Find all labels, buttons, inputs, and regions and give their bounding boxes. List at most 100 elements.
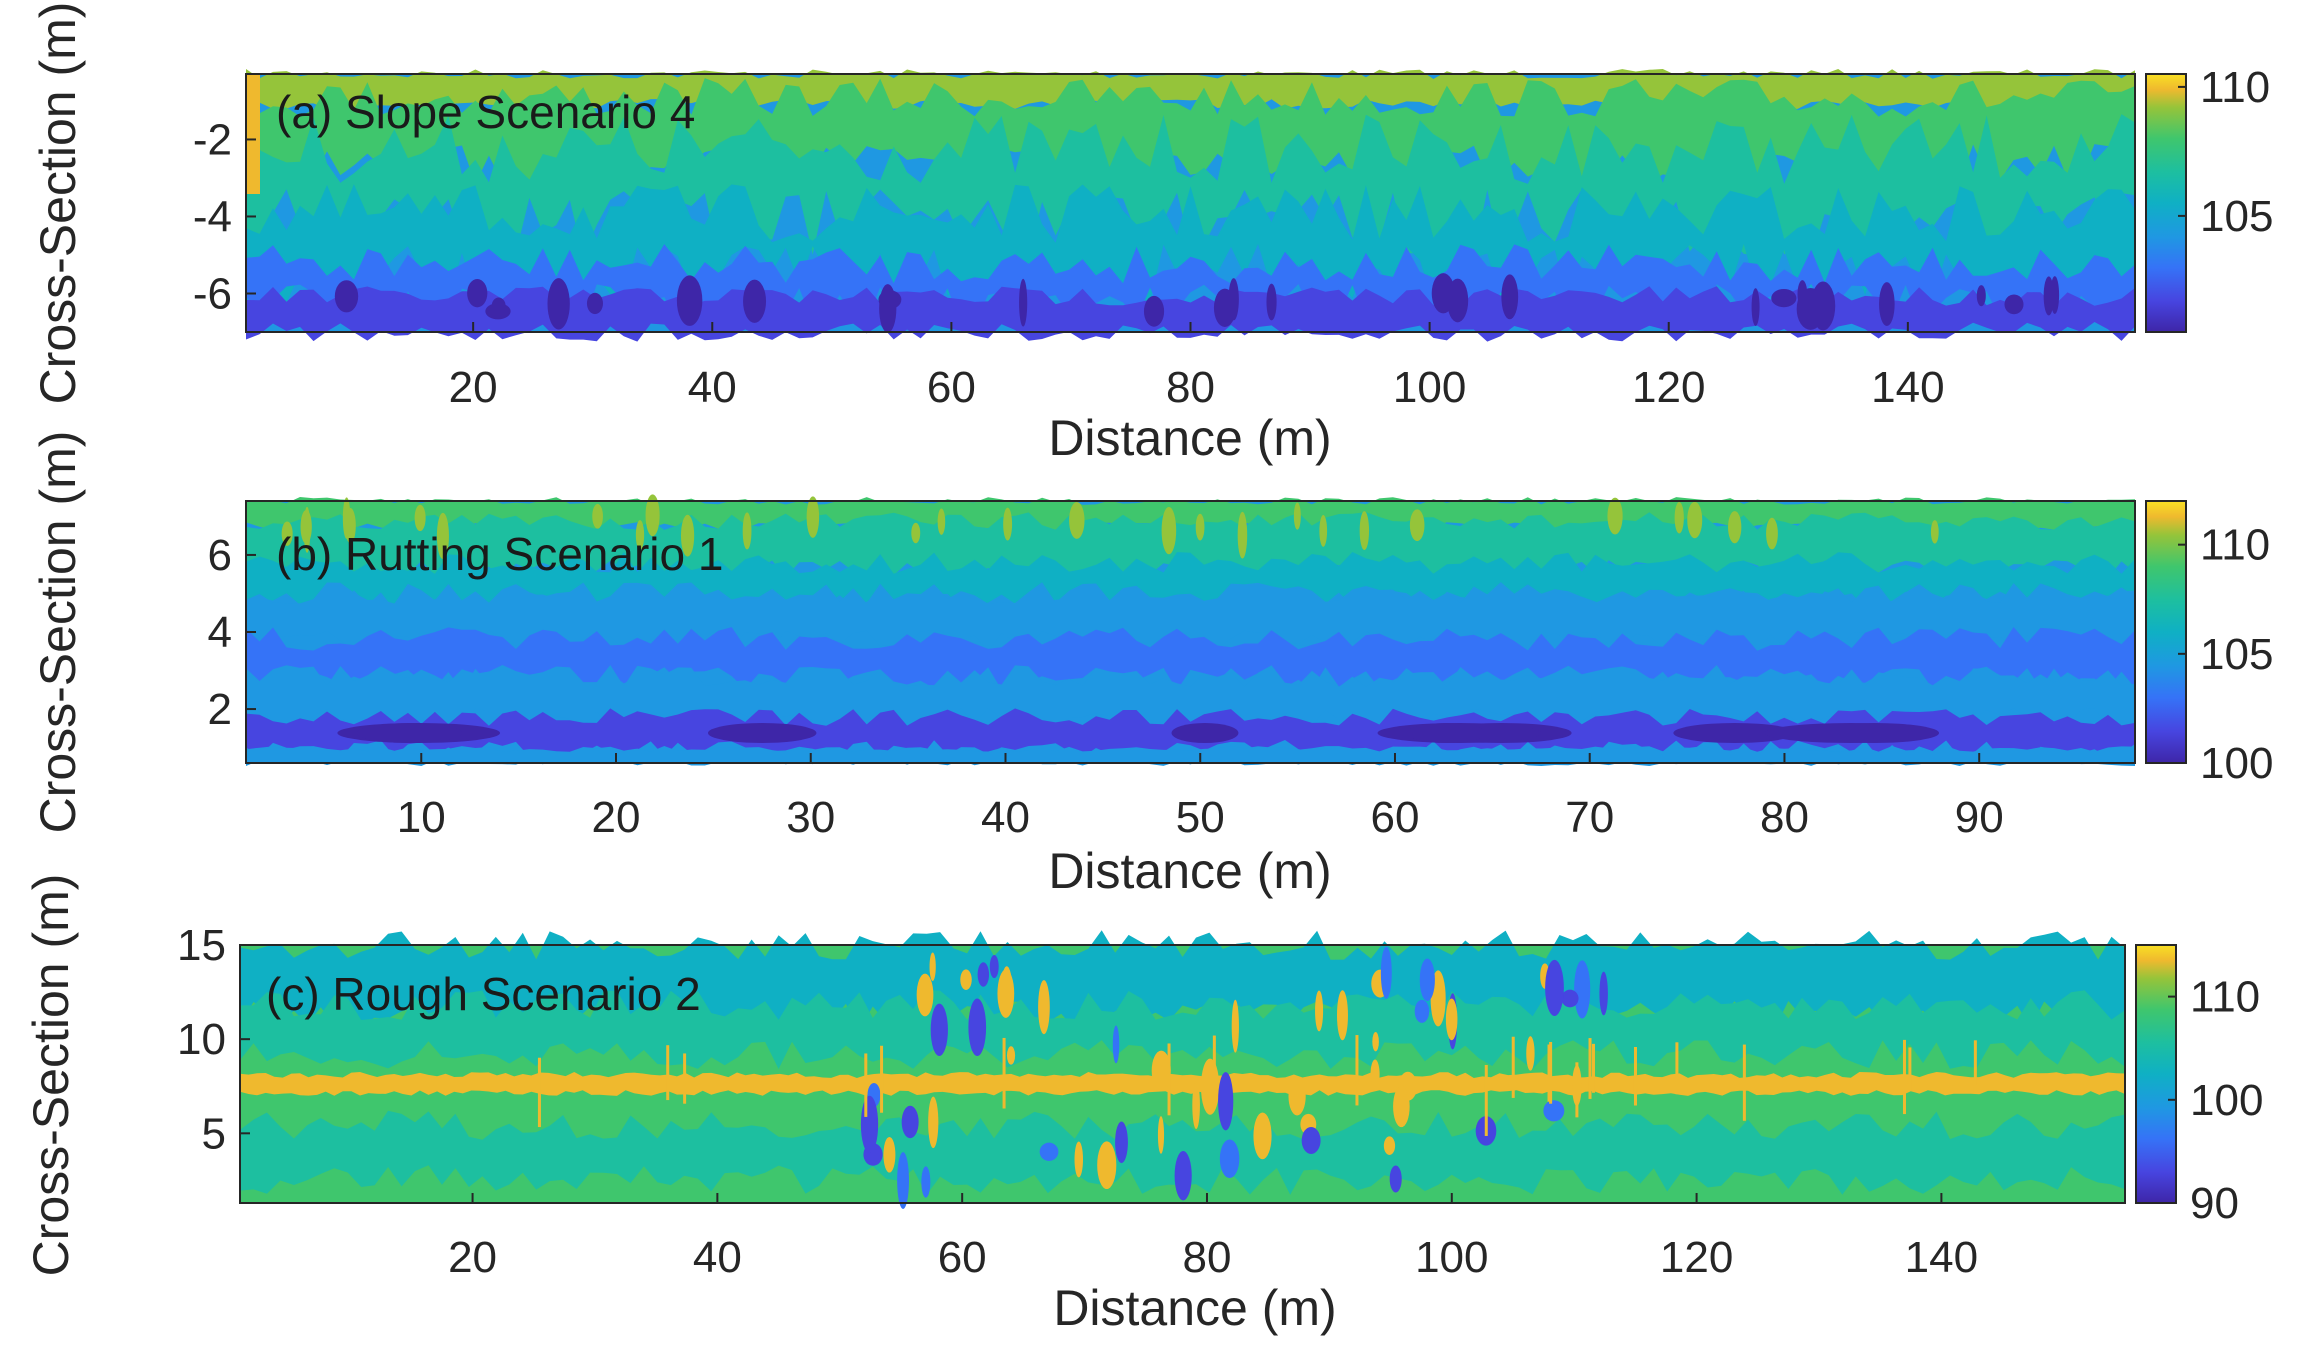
panel-b-x-ticks: 10 20 30 40 50 60 70 80 90 — [397, 753, 2004, 842]
y-tick-label: 2 — [208, 685, 232, 734]
yellow-streak — [281, 521, 293, 546]
vertical-spike — [864, 1053, 868, 1117]
panel-b-bands — [246, 494, 2135, 766]
panel-b-colorbar: 100 105 110 — [2145, 500, 2273, 788]
rough-patch — [968, 998, 987, 1057]
rough-patch — [1389, 1165, 1402, 1193]
colorbar-tick-label: 105 — [2200, 192, 2273, 241]
colorbar-tick-label: 110 — [2200, 521, 2270, 570]
panel-a-colorbar-ticks: 105 110 — [2178, 63, 2273, 241]
rough-patch — [1574, 960, 1591, 1019]
x-tick-label: 10 — [397, 793, 446, 842]
dark-spot — [1228, 278, 1239, 321]
rough-patch — [1393, 1085, 1410, 1128]
rut-dark-patch — [356, 723, 463, 743]
yellow-streak — [1766, 517, 1778, 550]
vertical-spike — [1591, 1043, 1595, 1093]
x-tick-label: 120 — [1632, 363, 1705, 412]
dark-spot — [1266, 283, 1277, 321]
yellow-streak — [1161, 506, 1177, 555]
band-bottom — [246, 746, 2135, 766]
rough-patch — [1372, 1032, 1379, 1052]
rough-patch — [960, 969, 972, 990]
yellow-streak — [436, 512, 449, 560]
panel-a-y-ticks: -6 -4 -2 — [193, 115, 256, 318]
x-tick-label: 60 — [927, 363, 976, 412]
panel-a-ylabel-line1: Cross-Section (m) — [30, 2, 86, 405]
yellow-streak — [342, 497, 351, 539]
yellow-streak — [1728, 511, 1742, 544]
dark-spot — [1751, 288, 1760, 326]
rough-patch — [1370, 1059, 1380, 1090]
vertical-spike — [537, 1057, 541, 1128]
rough-patch — [1157, 1116, 1165, 1154]
panel-b-title: (b) Rutting Scenario 1 — [276, 528, 723, 580]
yellow-streak — [1607, 497, 1623, 535]
dark-spot — [334, 280, 359, 313]
panel-b-colorbar-ticks: 100 105 110 — [2178, 521, 2273, 788]
band-deep-blue — [246, 286, 2135, 342]
x-tick-label: 20 — [592, 793, 641, 842]
rough-patch — [1112, 1025, 1120, 1064]
x-tick-label: 40 — [688, 363, 737, 412]
rough-patch — [1288, 1076, 1306, 1116]
rut-dark-patch — [1764, 723, 1938, 743]
edge-warm-strip — [246, 74, 260, 194]
dark-spot — [586, 292, 603, 315]
rough-patch — [1380, 946, 1392, 999]
dark-spot — [467, 278, 488, 308]
y-tick-label: 4 — [208, 608, 232, 657]
dark-spot — [491, 297, 506, 314]
y-tick-label: 15 — [177, 921, 226, 970]
yellow-streak — [1687, 501, 1703, 539]
panel-b: (b) Rutting Scenario 1 10 20 30 40 50 60 70 80 9… — [30, 431, 2273, 899]
panel-b-y-ticks: 2 4 6 — [208, 531, 256, 734]
center-line-orange — [240, 1072, 2125, 1096]
x-tick-label: 100 — [1415, 1233, 1488, 1282]
dark-spot — [1797, 280, 1808, 309]
vertical-spike — [1547, 1044, 1551, 1102]
vertical-spike — [1973, 1040, 1977, 1086]
y-tick-label: -4 — [193, 192, 232, 241]
colorbar-tick-label: 110 — [2190, 973, 2260, 1022]
rough-patch — [1115, 1121, 1128, 1164]
dark-spot — [1879, 282, 1895, 327]
vertical-spike — [1575, 1062, 1579, 1118]
yellow-streak — [1293, 502, 1301, 530]
rough-patch — [1599, 971, 1608, 1016]
rough-patch — [1174, 1151, 1192, 1201]
yellow-streak — [635, 520, 645, 551]
rough-patch — [928, 1096, 939, 1149]
x-tick-label: 40 — [693, 1233, 742, 1282]
dark-spot — [1976, 285, 1986, 307]
x-tick-label: 20 — [449, 363, 498, 412]
rough-patch — [1218, 1072, 1234, 1131]
panel-c-heatmap — [239, 930, 2126, 1209]
band-top-green — [246, 497, 2135, 530]
band-teal — [240, 990, 2125, 1070]
yellow-streak — [1409, 509, 1425, 542]
rough-patch — [1253, 1112, 1272, 1160]
rut-dark-patch — [1171, 723, 1239, 743]
yellow-streak — [1930, 520, 1939, 544]
rough-patch — [1315, 990, 1324, 1032]
vertical-spike — [1675, 1042, 1679, 1095]
rough-patch — [1200, 1058, 1220, 1115]
y-tick-label: -2 — [193, 115, 232, 164]
colorbar-tick-label: 90 — [2190, 1179, 2239, 1228]
panel-a-colorbar-strip — [2145, 73, 2187, 333]
panel-a-colorbar: 105 110 — [2145, 63, 2273, 333]
dark-spot — [1771, 288, 1797, 308]
rough-patch — [1561, 989, 1579, 1008]
rough-patch — [1192, 1081, 1200, 1130]
panel-c-y-ticks: 5 10 15 — [177, 921, 250, 1158]
x-tick-label: 80 — [1183, 1233, 1232, 1282]
x-tick-label: 80 — [1760, 793, 1809, 842]
yellow-streak — [303, 506, 311, 553]
vertical-spike — [880, 1045, 884, 1113]
panel-c-colorbar-ticks: 90 100 110 — [2168, 973, 2263, 1228]
rough-patch — [1301, 1126, 1321, 1155]
yellow-streak — [1195, 513, 1205, 541]
rough-patch — [1419, 958, 1435, 1002]
panel-c-title: (c) Rough Scenario 2 — [266, 968, 701, 1020]
